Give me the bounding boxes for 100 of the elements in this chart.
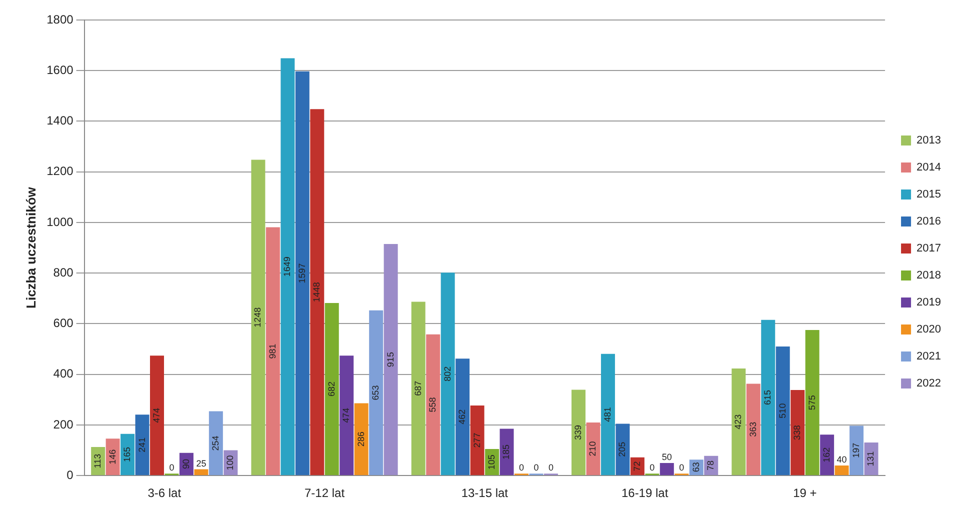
y-tick-label: 1000: [46, 214, 74, 229]
legend-label: 2020: [916, 324, 942, 336]
data-label: 687: [412, 380, 423, 396]
data-label: 510: [777, 403, 788, 418]
legend-label: 2018: [916, 270, 942, 282]
bar: [732, 368, 746, 476]
data-label: 105: [486, 454, 497, 470]
data-label: 185: [501, 444, 512, 460]
data-label: 558: [428, 397, 438, 412]
data-label: 1248: [252, 307, 263, 328]
data-label: 131: [866, 451, 876, 466]
bar: [295, 71, 310, 476]
x-tick-label: 7-12 lat: [304, 486, 346, 500]
data-label: 72: [632, 461, 642, 472]
data-label: 338: [792, 425, 802, 440]
bar: [834, 465, 849, 476]
legend-label: 2016: [916, 216, 942, 228]
data-label: 210: [588, 441, 598, 456]
data-label: 1649: [282, 256, 292, 277]
data-label: 241: [136, 437, 147, 452]
data-label: 462: [457, 409, 468, 424]
bar: [500, 428, 514, 476]
bar: [354, 403, 368, 476]
bar: [572, 390, 586, 476]
data-label: 165: [122, 446, 132, 462]
bar: [440, 272, 455, 476]
legend-label: 2015: [916, 188, 942, 201]
y-tick-label: 200: [53, 417, 74, 432]
data-label: 90: [180, 458, 191, 469]
data-label: 0: [548, 462, 554, 473]
bar: [411, 302, 426, 476]
bar: [251, 160, 266, 476]
bar: [266, 227, 280, 476]
bar: [850, 426, 864, 476]
bar: [820, 434, 834, 476]
bar: [310, 109, 324, 476]
data-label: 1597: [296, 263, 307, 284]
y-tick-label: 1600: [46, 62, 74, 77]
bar: [426, 334, 440, 476]
bar: [616, 424, 630, 476]
y-tick-label: 400: [53, 366, 74, 381]
bar: [864, 442, 878, 476]
data-label: 363: [748, 422, 758, 437]
legend-label: 2014: [916, 162, 942, 174]
data-label: 0: [169, 462, 174, 473]
y-tick-label: 0: [66, 468, 74, 482]
data-label: 575: [806, 395, 817, 410]
bar: [384, 244, 398, 476]
y-tick-label: 1400: [46, 114, 74, 128]
data-label: 474: [341, 408, 352, 423]
data-label: 615: [762, 390, 773, 406]
data-label: 162: [822, 447, 832, 462]
data-label: 474: [151, 408, 162, 423]
data-label: 653: [370, 385, 381, 400]
data-label: 63: [690, 462, 701, 472]
bar: [600, 354, 615, 476]
legend-label: 2021: [916, 350, 942, 363]
data-label: 277: [472, 432, 482, 448]
data-label: 146: [107, 449, 118, 464]
bar: [369, 310, 384, 476]
bar: [746, 384, 760, 476]
bar: [208, 411, 223, 476]
bar: [340, 356, 354, 476]
data-label: 0: [650, 462, 655, 473]
bar: [280, 58, 295, 476]
bar: [324, 302, 339, 476]
bar: [194, 469, 208, 476]
data-label: 1448: [312, 282, 322, 302]
data-label: 682: [326, 382, 336, 397]
x-tick-label: 3-6 lat: [148, 486, 182, 500]
x-tick-label: 16-19 lat: [621, 486, 669, 500]
y-tick-label: 600: [53, 316, 74, 330]
data-label: 802: [442, 366, 452, 382]
legend-label: 2022: [916, 378, 942, 390]
data-label: 423: [733, 414, 744, 430]
x-tick-label: 13-15 lat: [461, 486, 509, 500]
data-label: 205: [617, 442, 628, 457]
data-label: 481: [602, 406, 612, 422]
y-tick-label: 1200: [46, 164, 74, 178]
x-tick-label: 19 +: [793, 486, 817, 500]
data-label: 100: [225, 455, 236, 470]
bar: [135, 414, 150, 476]
data-label: 0: [518, 462, 524, 473]
data-label: 197: [851, 442, 862, 458]
data-label: 254: [210, 436, 220, 451]
data-label: 981: [267, 344, 278, 359]
data-label: 915: [385, 352, 396, 368]
legend-label: 2013: [916, 134, 942, 147]
bar: [586, 422, 600, 476]
data-label: 0: [679, 462, 684, 473]
bar: [776, 346, 790, 476]
y-axis-title: Liczba uczestników: [23, 186, 38, 308]
data-label: 339: [572, 424, 583, 440]
bar: [106, 438, 120, 476]
legend-label: 2019: [916, 296, 942, 309]
bar: [761, 320, 776, 476]
y-tick-label: 1800: [46, 12, 74, 26]
bar: [456, 358, 470, 476]
legend-label: 2017: [916, 242, 942, 255]
bar: [470, 405, 484, 476]
